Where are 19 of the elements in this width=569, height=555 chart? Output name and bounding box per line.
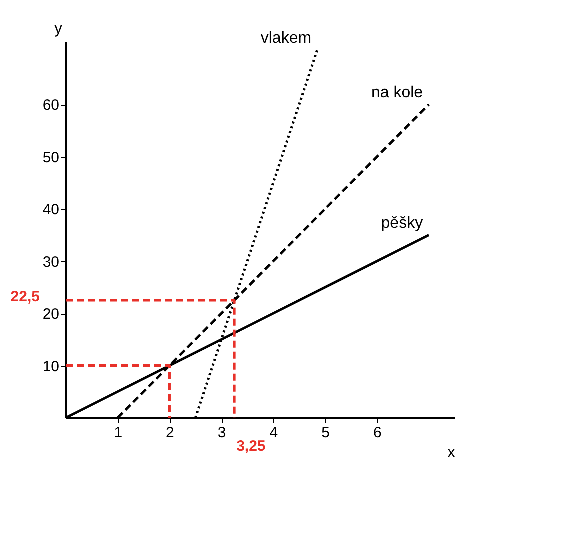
- x-axis-title: x: [448, 444, 456, 462]
- y-tick-label: 10: [42, 358, 60, 376]
- x-tick-label: 4: [270, 424, 278, 442]
- y-tick-label: 30: [42, 254, 60, 271]
- x-tick-label: 6: [374, 424, 382, 442]
- series-label: pěšky: [381, 215, 424, 232]
- annotation: 3,25: [236, 438, 266, 455]
- annotation: 22,5: [10, 288, 40, 306]
- y-tick-label: 40: [42, 202, 60, 219]
- x-tick-label: 1: [114, 424, 123, 442]
- x-tick-label: 3: [218, 424, 226, 442]
- y-tick-label: 20: [42, 306, 60, 324]
- y-tick-label: 50: [42, 149, 60, 166]
- y-axis-title: y: [54, 20, 62, 38]
- x-tick-label: 5: [322, 424, 330, 442]
- series-label: na kole: [371, 84, 424, 102]
- y-tick-label: 60: [42, 97, 60, 114]
- series-label: vlakem: [260, 30, 312, 47]
- x-tick-label: 2: [166, 424, 174, 442]
